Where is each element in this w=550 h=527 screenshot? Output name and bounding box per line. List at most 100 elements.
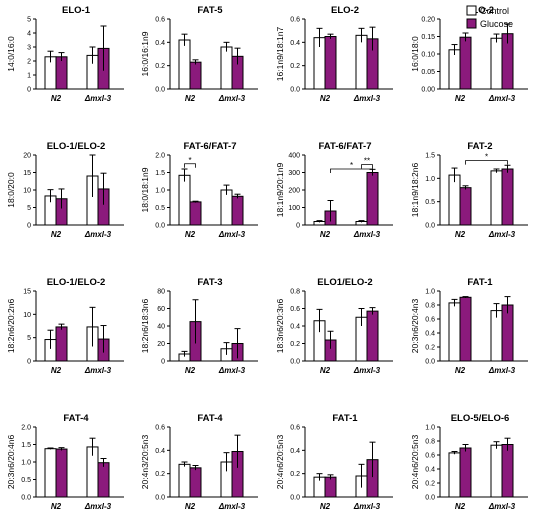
panel-title: ELO-2 — [331, 5, 359, 16]
y-tick-label: 80 — [157, 289, 165, 296]
x-category-label: Δmxl-3 — [84, 502, 112, 511]
bar-control-0 — [448, 49, 461, 90]
chart-panel: ELO-1/ELO-2 18:0/20:0 0 5 10 15 20 N2 Δmxl-3 — [6, 141, 124, 239]
chart-panel: ELO-1/ELO-2 18:2n6/20:2n6 0 5 10 15 N2 Δmxl-3 — [6, 277, 124, 375]
y-axis-label: 18:1n9/18:2n6 — [410, 163, 420, 218]
y-tick-label: 0.6 — [425, 317, 435, 324]
bar-glucose-1 — [366, 310, 379, 362]
bar-glucose-0 — [55, 326, 68, 362]
chart-panel: FAT-6/FAT-7 18:1n9/20:1n9 0 100 200 300 400 N2 Δ… — [275, 141, 393, 239]
y-tick-label: 100 — [288, 205, 300, 212]
y-tick-label: 0.20 — [421, 17, 435, 24]
y-tick-label: 0.15 — [421, 34, 435, 41]
x-category-label: Δmxl-3 — [353, 366, 381, 375]
y-tick-label: 1.5 — [21, 442, 31, 449]
panel-title: FAT-6/FAT-7 — [319, 141, 372, 152]
x-category-label: Δmxl-3 — [353, 230, 381, 239]
panel-title: ELO-2 — [466, 5, 494, 16]
y-tick-label: 2.0 — [155, 153, 165, 160]
y-tick-label: 0.0 — [21, 495, 31, 502]
y-tick-label: 15 — [23, 170, 31, 177]
bar-glucose-1 — [501, 444, 514, 498]
bar-glucose-0 — [55, 448, 68, 498]
y-tick-label: 5 — [27, 205, 31, 212]
x-category-label: N2 — [320, 502, 331, 511]
bar-control-1 — [490, 444, 503, 498]
bar-glucose-0 — [324, 36, 337, 90]
legend-label-control: Control — [480, 6, 509, 16]
y-tick-label: 0.2 — [155, 471, 165, 478]
y-tick-label: 0 — [161, 359, 165, 366]
y-tick-label: 0.0 — [155, 223, 165, 230]
x-category-label: N2 — [185, 94, 196, 103]
significance-bracket — [184, 163, 196, 168]
y-axis-label: 18:0/20:0 — [6, 172, 16, 208]
y-tick-label: 1.0 — [425, 176, 435, 183]
y-tick-label: 0.5 — [425, 199, 435, 206]
panel-title: FAT-4 — [63, 413, 89, 424]
y-axis-label: 20:4n3/20:5n3 — [140, 435, 150, 490]
y-tick-label: 0.6 — [425, 453, 435, 460]
y-tick-label: 0 — [27, 359, 31, 366]
y-tick-label: 20 — [23, 153, 31, 160]
y-axis-label: 20:4n6/20:5n3 — [275, 435, 285, 490]
bar-glucose-1 — [231, 195, 244, 226]
y-tick-label: 0.0 — [155, 495, 165, 502]
y-tick-label: 0.5 — [155, 205, 165, 212]
x-category-label: N2 — [455, 94, 466, 103]
x-category-label: Δmxl-3 — [488, 94, 516, 103]
chart-panels: ELO-1 14:0/16:0 0 1 2 3 4 5 N2 Δmxl-3 FAT-5 16:0/16… — [6, 5, 528, 511]
chart-panel: ELO-2 16:0/18:0 0.00 0.05 0.10 0.15 0.20 N2 Δmxl… — [410, 5, 528, 103]
y-tick-label: 0.6 — [290, 306, 300, 313]
significance-label: * — [188, 156, 191, 165]
y-tick-label: 0.6 — [290, 17, 300, 24]
y-axis-label: 18:2n6/18:3n6 — [140, 299, 150, 354]
bar-glucose-0 — [189, 201, 202, 226]
y-tick-label: 0.0 — [425, 223, 435, 230]
y-axis-label: 18:1n9/20:1n9 — [275, 163, 285, 218]
y-tick-label: 1.5 — [425, 153, 435, 160]
y-tick-label: 2 — [27, 59, 31, 66]
x-category-label: Δmxl-3 — [488, 502, 516, 511]
legend-swatch-glucose — [466, 18, 477, 29]
panel-title: FAT-5 — [197, 5, 223, 16]
bar-glucose-1 — [97, 462, 110, 498]
y-tick-label: 0.0 — [290, 495, 300, 502]
y-tick-label: 0.2 — [425, 481, 435, 488]
bar-glucose-0 — [189, 61, 202, 90]
bar-glucose-0 — [189, 467, 202, 498]
y-tick-label: 0 — [27, 87, 31, 94]
bar-glucose-0 — [324, 476, 337, 498]
panel-title: FAT-1 — [467, 277, 493, 288]
y-tick-label: 0.0 — [290, 87, 300, 94]
y-axis-label: 18:2n6/20:2n6 — [6, 299, 16, 354]
significance-label: ** — [364, 157, 370, 166]
panel-title: ELO-1/ELO-2 — [47, 277, 106, 288]
y-tick-label: 5 — [27, 335, 31, 342]
x-category-label: N2 — [51, 366, 62, 375]
y-tick-label: 0.10 — [421, 52, 435, 59]
chart-panel: FAT-5 16:0/16:1n9 0.0 0.2 0.4 0.6 N2 Δmxl-3 — [140, 5, 258, 103]
bar-glucose-0 — [459, 296, 472, 362]
chart-panel: ELO-1 14:0/16:0 0 1 2 3 4 5 N2 Δmxl-3 — [6, 5, 124, 103]
panel-title: FAT-6/FAT-7 — [184, 141, 237, 152]
chart-panel: FAT-2 18:1n9/18:2n6 0.0 0.5 1.0 1.5 N2 Δmxl-3 * — [410, 141, 528, 239]
chart-panel: FAT-3 18:2n6/18:3n6 0 20 40 60 80 N2 Δmxl-3 — [140, 277, 258, 375]
x-category-label: N2 — [455, 502, 466, 511]
x-category-label: Δmxl-3 — [84, 230, 112, 239]
y-tick-label: 1.0 — [425, 425, 435, 432]
x-category-label: Δmxl-3 — [353, 94, 381, 103]
y-tick-label: 0 — [296, 223, 300, 230]
legend-label-glucose: Glucose — [480, 19, 513, 29]
bar-control-0 — [178, 463, 191, 498]
significance-bracket — [361, 164, 373, 169]
chart-panel: FAT-6/FAT-7 18:0/18:1n9 0.0 0.5 1.0 1.5 2.0 N2 Δ… — [140, 141, 258, 239]
y-tick-label: 5 — [27, 17, 31, 24]
bar-control-0 — [448, 452, 461, 498]
y-tick-label: 300 — [288, 170, 300, 177]
x-category-label: Δmxl-3 — [218, 94, 246, 103]
y-tick-label: 0.2 — [290, 471, 300, 478]
panel-title: FAT-3 — [197, 277, 222, 288]
x-category-label: N2 — [51, 94, 62, 103]
